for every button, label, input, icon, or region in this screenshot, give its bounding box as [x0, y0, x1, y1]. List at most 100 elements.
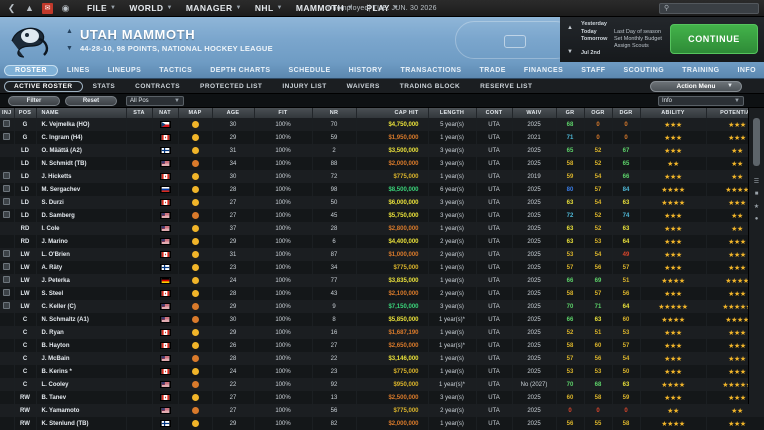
cell-inj[interactable]	[0, 391, 15, 404]
calendar-row[interactable]: Tomorrow Set Monthly Budget	[581, 36, 689, 43]
subtab-contracts[interactable]: CONTRACTS	[135, 82, 181, 90]
cell-player-name[interactable]: K. Yamamoto	[36, 404, 127, 417]
cell-player-name[interactable]: B. Tanev	[36, 391, 127, 404]
tab-history[interactable]: HISTORY	[348, 66, 383, 74]
table-row[interactable]: LD O. Määttä (A2) 31 100% 2 $3,500,000 3 year(…	[0, 144, 764, 157]
cell-player-name[interactable]: B. Kerins *	[36, 365, 127, 378]
table-row[interactable]: LD N. Schmidt (TB) 34 100% 88 $2,000,000 3 yea…	[0, 157, 764, 170]
cell-player-name[interactable]: N. Schmidt (TB)	[36, 157, 127, 170]
col-ability[interactable]: ABILITY	[640, 108, 707, 118]
cell-player-name[interactable]: N. Schmaltz (A1)	[36, 313, 127, 326]
cell-player-name[interactable]: J. Marino	[36, 235, 127, 248]
table-row[interactable]: LW A. Räty 23 100% 34 $775,000 1 year(s) UTA 202…	[0, 261, 764, 274]
cell-inj[interactable]	[0, 261, 15, 274]
col-sta[interactable]: STA	[126, 108, 153, 118]
sidebar-person-icon[interactable]: ●	[754, 216, 759, 222]
table-row[interactable]: LW J. Peterka 24 100% 77 $3,835,000 1 year(s) U…	[0, 274, 764, 287]
calendar-up-icon[interactable]: ▲	[567, 24, 573, 31]
table-scrollbar[interactable]: ☰ ■ ★ ●	[748, 108, 764, 404]
calendar-row[interactable]: Today Last Day of season	[581, 29, 689, 36]
globe-icon[interactable]: ◉	[61, 2, 70, 13]
subtab-active-roster[interactable]: ACTIVE ROSTER	[4, 80, 83, 92]
tab-schedule[interactable]: SCHEDULE	[288, 66, 331, 74]
menu-mammoth[interactable]: MAMMOTH ▼	[296, 3, 353, 13]
cell-inj[interactable]	[0, 352, 15, 365]
cell-player-name[interactable]: B. Hayton	[36, 339, 127, 352]
col-gr[interactable]: GR	[556, 108, 585, 118]
cell-inj[interactable]	[0, 326, 15, 339]
table-row[interactable]: RD J. Marino 29 100% 6 $4,400,000 2 year(s) UTA…	[0, 235, 764, 248]
subtab-protected-list[interactable]: PROTECTED LIST	[200, 82, 263, 90]
prev-team-icon[interactable]: ▲	[66, 27, 73, 35]
cell-player-name[interactable]: C. Keller (C)	[36, 300, 127, 313]
position-filter-select[interactable]: All Pos ▼	[126, 95, 184, 106]
cell-inj[interactable]	[0, 274, 15, 287]
sidebar-star-icon[interactable]: ★	[753, 204, 760, 210]
cell-inj[interactable]	[0, 287, 15, 300]
back-chevron-icon[interactable]: ❮	[7, 2, 16, 13]
reset-button[interactable]: Reset	[65, 95, 117, 106]
tab-lines[interactable]: LINES	[66, 66, 90, 74]
subtab-trading-block[interactable]: TRADING BLOCK	[399, 82, 461, 90]
cell-player-name[interactable]: J. Hicketts	[36, 170, 127, 183]
subtab-injury-list[interactable]: INJURY LIST	[282, 82, 327, 90]
cell-inj[interactable]	[0, 417, 15, 430]
table-row[interactable]: LD M. Sergachev 28 100% 98 $8,500,000 6 year(s…	[0, 183, 764, 196]
cell-player-name[interactable]: I. Cole	[36, 222, 127, 235]
table-row[interactable]: C D. Ryan 29 100% 16 $1,687,190 1 year(s) UTA 20…	[0, 326, 764, 339]
menu-nhl[interactable]: NHL ▼	[255, 3, 283, 13]
col-ogr[interactable]: OGR	[584, 108, 613, 118]
col-dgr[interactable]: DGR	[612, 108, 641, 118]
calendar-row[interactable]: Assign Scouts	[581, 43, 689, 50]
table-row[interactable]: RW K. Stenlund (TB) 29 100% 82 $2,000,000 1 ye…	[0, 417, 764, 430]
continue-button[interactable]: CONTINUE	[670, 24, 758, 54]
subtab-reserve-list[interactable]: RESERVE LIST	[480, 82, 533, 90]
cell-inj[interactable]	[0, 209, 15, 222]
cell-inj[interactable]	[0, 157, 15, 170]
cell-inj[interactable]	[0, 248, 15, 261]
cell-player-name[interactable]: D. Ryan	[36, 326, 127, 339]
cell-inj[interactable]	[0, 404, 15, 417]
cell-player-name[interactable]: S. Durzi	[36, 196, 127, 209]
cell-inj[interactable]	[0, 300, 15, 313]
table-row[interactable]: RW K. Yamamoto 27 100% 56 $775,000 2 year(s) UT…	[0, 404, 764, 417]
col-fit[interactable]: FIT	[254, 108, 313, 118]
tab-transactions[interactable]: TRANSACTIONS	[400, 66, 462, 74]
cell-inj[interactable]	[0, 339, 15, 352]
table-row[interactable]: C J. McBain 28 100% 22 $3,146,000 1 year(s) UTA…	[0, 352, 764, 365]
cell-player-name[interactable]: O. Määttä (A2)	[36, 144, 127, 157]
cell-inj[interactable]	[0, 196, 15, 209]
tab-training[interactable]: TRAINING	[682, 66, 720, 74]
col-pos[interactable]: POS	[14, 108, 37, 118]
col-cont[interactable]: CONT	[476, 108, 513, 118]
cell-inj[interactable]	[0, 131, 15, 144]
table-row[interactable]: C N. Schmaltz (A1) 30 100% 8 $5,850,000 1 year…	[0, 313, 764, 326]
col-map[interactable]: MAP	[178, 108, 213, 118]
col-cap-hit[interactable]: CAP HIT	[356, 108, 429, 118]
col-length[interactable]: LENGTH	[428, 108, 477, 118]
table-row[interactable]: LW L. O'Brien 31 100% 87 $1,000,000 2 year(s) U…	[0, 248, 764, 261]
filter-button[interactable]: Filter	[8, 95, 60, 106]
cell-player-name[interactable]: S. Steel	[36, 287, 127, 300]
col-inj[interactable]: INJ	[0, 108, 15, 118]
home-icon[interactable]: ▲	[25, 3, 34, 13]
cell-inj[interactable]	[0, 313, 15, 326]
cell-inj[interactable]	[0, 222, 15, 235]
col-potential[interactable]: POTENTIAL	[706, 108, 764, 118]
info-view-select[interactable]: Info ▼	[658, 95, 744, 106]
col-age[interactable]: AGE	[212, 108, 255, 118]
table-row[interactable]: G K. Vejmelka (HO) 30 100% 70 $4,750,000 5 yea…	[0, 118, 764, 131]
cell-inj[interactable]	[0, 235, 15, 248]
cell-player-name[interactable]: D. Samberg	[36, 209, 127, 222]
table-row[interactable]: G C. Ingram (H4) 29 100% 59 $1,950,000 1 year(…	[0, 131, 764, 144]
cell-player-name[interactable]: L. O'Brien	[36, 248, 127, 261]
cell-player-name[interactable]: M. Sergachev	[36, 183, 127, 196]
cell-player-name[interactable]: J. Peterka	[36, 274, 127, 287]
tab-trade[interactable]: TRADE	[479, 66, 506, 74]
cell-player-name[interactable]: K. Stenlund (TB)	[36, 417, 127, 430]
tab-scouting[interactable]: SCOUTING	[623, 66, 665, 74]
cell-inj[interactable]	[0, 365, 15, 378]
calendar-row[interactable]: Yesterday	[581, 21, 689, 28]
cell-inj[interactable]	[0, 378, 15, 391]
calendar-down-icon[interactable]: ▼	[567, 48, 573, 55]
